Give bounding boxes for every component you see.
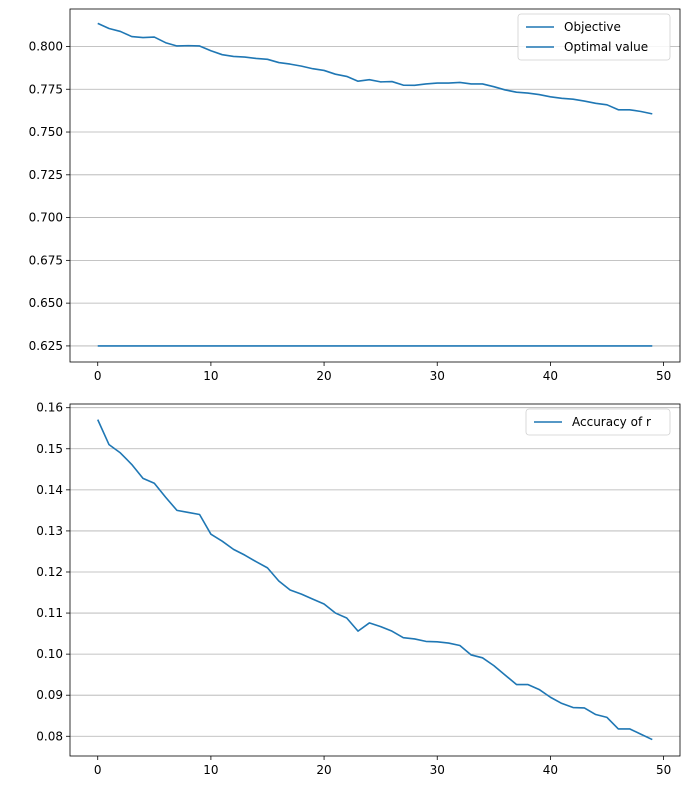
x-tick-label: 30 bbox=[430, 369, 445, 383]
y-tick-label: 0.800 bbox=[29, 39, 63, 53]
y-tick-label: 0.08 bbox=[36, 729, 63, 743]
legend-label: Objective bbox=[564, 20, 621, 34]
x-tick-label: 30 bbox=[430, 763, 445, 777]
y-tick-label: 0.13 bbox=[36, 524, 63, 538]
legend-box bbox=[525, 408, 671, 436]
chart-2: 0.08 0.09 0.10 0.11 0.12 0.13 0.14 0.15 0.16 0 10 2… bbox=[36, 401, 681, 777]
series-line-accuracy-of-r bbox=[97, 419, 653, 741]
x-tick-label: 10 bbox=[203, 369, 218, 383]
y-tick-label: 0.675 bbox=[29, 253, 63, 267]
axes-frame bbox=[69, 8, 681, 363]
x-tick-label: 40 bbox=[543, 763, 558, 777]
x-tick-label: 50 bbox=[656, 369, 671, 383]
y-tick-label: 0.09 bbox=[36, 688, 63, 702]
y-tick-label: 0.11 bbox=[36, 606, 63, 620]
legend-label: Optimal value bbox=[564, 40, 648, 54]
y-tick-label: 0.16 bbox=[36, 401, 63, 415]
y-tick-label: 0.15 bbox=[36, 442, 63, 456]
x-tick-label: 10 bbox=[203, 763, 218, 777]
y-tick-label: 0.725 bbox=[29, 168, 63, 182]
y-tick-label: 0.12 bbox=[36, 565, 63, 579]
legend-label: Accuracy of r bbox=[572, 415, 651, 429]
x-tick-label: 40 bbox=[543, 369, 558, 383]
x-tick-label: 20 bbox=[316, 763, 331, 777]
x-tick-label: 50 bbox=[656, 763, 671, 777]
x-tick-label: 0 bbox=[94, 369, 102, 383]
y-tick-label: 0.750 bbox=[29, 125, 63, 139]
y-tick-label: 0.700 bbox=[29, 211, 63, 225]
y-tick-label: 0.625 bbox=[29, 339, 63, 353]
axes-frame bbox=[69, 403, 681, 757]
y-tick-label: 0.10 bbox=[36, 647, 63, 661]
chart-1: 0.625 0.650 0.675 0.700 0.725 0.750 0.775 0.800… bbox=[29, 8, 681, 383]
legend: Objective Optimal value bbox=[517, 13, 671, 61]
x-tick-label: 20 bbox=[316, 369, 331, 383]
legend: Accuracy of r bbox=[525, 408, 671, 436]
y-tick-label: 0.650 bbox=[29, 296, 63, 310]
legend-box bbox=[517, 13, 671, 61]
y-tick-label: 0.775 bbox=[29, 82, 63, 96]
series-line-objective bbox=[97, 22, 653, 115]
y-tick-label: 0.14 bbox=[36, 483, 63, 497]
x-tick-label: 0 bbox=[94, 763, 102, 777]
